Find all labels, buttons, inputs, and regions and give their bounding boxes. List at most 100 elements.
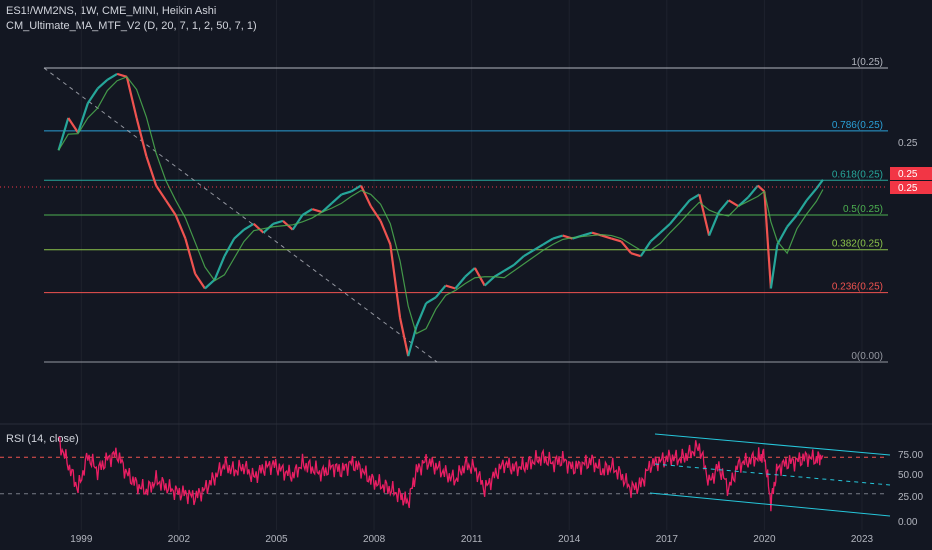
price-segment-12 bbox=[164, 199, 177, 216]
rsi-channel-lower[interactable] bbox=[649, 492, 891, 517]
price-series-layer bbox=[57, 72, 824, 357]
price-segment-47 bbox=[503, 264, 515, 272]
price-segment-6 bbox=[106, 72, 118, 81]
price-segment-17 bbox=[213, 255, 226, 281]
grid-layer bbox=[80, 0, 863, 530]
time-tick-1999: 1999 bbox=[70, 534, 93, 545]
symbol-legend[interactable]: ES1!/WM2NS, 1W, CME_MINI, Heikin Ashi bbox=[6, 5, 217, 17]
price-segment-65 bbox=[678, 199, 691, 213]
price-segment-26 bbox=[301, 208, 313, 216]
price-segment-16 bbox=[204, 278, 216, 290]
price-segment-21 bbox=[252, 223, 265, 234]
price-segment-49 bbox=[523, 249, 535, 258]
chart-legend: ES1!/WM2NS, 1W, CME_MINI, Heikin Ashi CM… bbox=[6, 4, 257, 34]
rsi-tick-0: 0.00 bbox=[898, 517, 918, 528]
fib-level-label-0: 1(0.25) bbox=[851, 57, 883, 68]
time-tick-2011: 2011 bbox=[461, 534, 483, 545]
price-segment-4 bbox=[86, 87, 99, 104]
price-segment-73 bbox=[757, 184, 766, 193]
price-segment-76 bbox=[776, 226, 789, 245]
fib-level-label-6: 0(0.00) bbox=[851, 351, 883, 362]
rsi-tick-50: 50.00 bbox=[898, 470, 923, 481]
price-segment-43 bbox=[464, 267, 476, 278]
price-segment-77 bbox=[786, 214, 798, 228]
price-segment-11 bbox=[155, 184, 167, 201]
indicator-legend[interactable]: CM_Ultimate_MA_MTF_V2 (D, 20, 7, 1, 2, 5… bbox=[6, 20, 257, 32]
price-segment-64 bbox=[669, 211, 681, 225]
price-segment-52 bbox=[552, 234, 564, 240]
price-segment-10 bbox=[145, 155, 158, 186]
price-segment-45 bbox=[483, 275, 496, 287]
time-tick-2014: 2014 bbox=[558, 534, 581, 545]
price-segment-32 bbox=[360, 185, 372, 207]
time-tick-2023: 2023 bbox=[851, 534, 874, 545]
price-segment-41 bbox=[445, 284, 456, 290]
price-segment-33 bbox=[369, 205, 382, 222]
price-segment-23 bbox=[272, 219, 284, 225]
fib-level-label-5: 0.236(0.25) bbox=[832, 282, 883, 293]
fib-level-label-4: 0.382(0.25) bbox=[832, 239, 883, 250]
price-segment-50 bbox=[532, 243, 544, 252]
price-segment-75 bbox=[769, 244, 779, 289]
price-segment-42 bbox=[454, 276, 466, 290]
price-segment-13 bbox=[174, 214, 187, 239]
price-segment-59 bbox=[620, 240, 632, 254]
price-tag-lower bbox=[890, 181, 932, 194]
time-tick-2005: 2005 bbox=[265, 534, 288, 545]
price-segment-28 bbox=[321, 202, 333, 213]
price-segment-74 bbox=[763, 191, 772, 289]
price-segment-15 bbox=[194, 273, 206, 290]
price-segment-58 bbox=[611, 237, 622, 243]
price-segment-29 bbox=[331, 193, 343, 205]
price-segment-63 bbox=[659, 223, 671, 234]
price-segment-8 bbox=[125, 76, 138, 119]
rsi-tick-75: 75.00 bbox=[898, 450, 923, 461]
price-segment-66 bbox=[689, 193, 700, 202]
price-segment-2 bbox=[67, 117, 79, 134]
rsi-channel-upper[interactable] bbox=[654, 433, 891, 456]
rsi-tick-25: 25.00 bbox=[898, 492, 923, 503]
price-segment-80 bbox=[815, 179, 824, 190]
fib-level-label-1: 0.786(0.25) bbox=[832, 120, 883, 131]
price-segment-48 bbox=[513, 255, 525, 266]
price-segment-18 bbox=[223, 237, 236, 257]
price-segment-9 bbox=[135, 117, 148, 157]
moving-average-line bbox=[58, 76, 824, 335]
time-axis[interactable]: 1999 2002 2005 2008 2011 2014 2017 2020 2023 bbox=[70, 534, 873, 545]
price-segment-25 bbox=[291, 214, 304, 231]
fib-level-label-3: 0.5(0.25) bbox=[843, 204, 883, 215]
price-segment-61 bbox=[639, 240, 652, 257]
rsi-channel-mid[interactable] bbox=[654, 463, 891, 486]
price-segment-60 bbox=[630, 252, 642, 258]
price-segment-55 bbox=[581, 231, 593, 237]
price-segment-79 bbox=[805, 187, 818, 202]
price-segment-35 bbox=[389, 244, 402, 319]
price-segment-39 bbox=[425, 296, 437, 305]
price-segment-1 bbox=[57, 117, 70, 151]
price-segment-5 bbox=[96, 78, 109, 90]
price-axis-tick: 0.25 bbox=[898, 138, 918, 149]
time-tick-2008: 2008 bbox=[363, 534, 386, 545]
price-segment-46 bbox=[493, 269, 505, 278]
price-segment-36 bbox=[399, 317, 410, 357]
price-segment-67 bbox=[698, 194, 711, 236]
price-segment-38 bbox=[415, 302, 428, 328]
price-segment-27 bbox=[311, 208, 323, 214]
price-segment-3 bbox=[77, 102, 89, 134]
price-segment-7 bbox=[116, 72, 128, 78]
time-tick-2020: 2020 bbox=[753, 534, 776, 545]
price-segment-69 bbox=[718, 199, 730, 213]
price-segment-30 bbox=[341, 190, 352, 196]
price-tag-upper bbox=[890, 167, 932, 180]
time-tick-2002: 2002 bbox=[168, 534, 191, 545]
trend-line[interactable] bbox=[43, 67, 438, 363]
price-segment-78 bbox=[796, 199, 808, 216]
price-segment-19 bbox=[233, 228, 245, 240]
time-tick-2017: 2017 bbox=[656, 534, 679, 545]
rsi-pane bbox=[0, 436, 888, 512]
price-segment-31 bbox=[350, 184, 362, 193]
fib-retracement[interactable]: 1(0.25) 0.786(0.25) 0.618(0.25) 0.5(0.25) 0.… bbox=[44, 57, 888, 363]
price-segment-72 bbox=[747, 184, 759, 199]
price-segment-62 bbox=[649, 231, 662, 243]
